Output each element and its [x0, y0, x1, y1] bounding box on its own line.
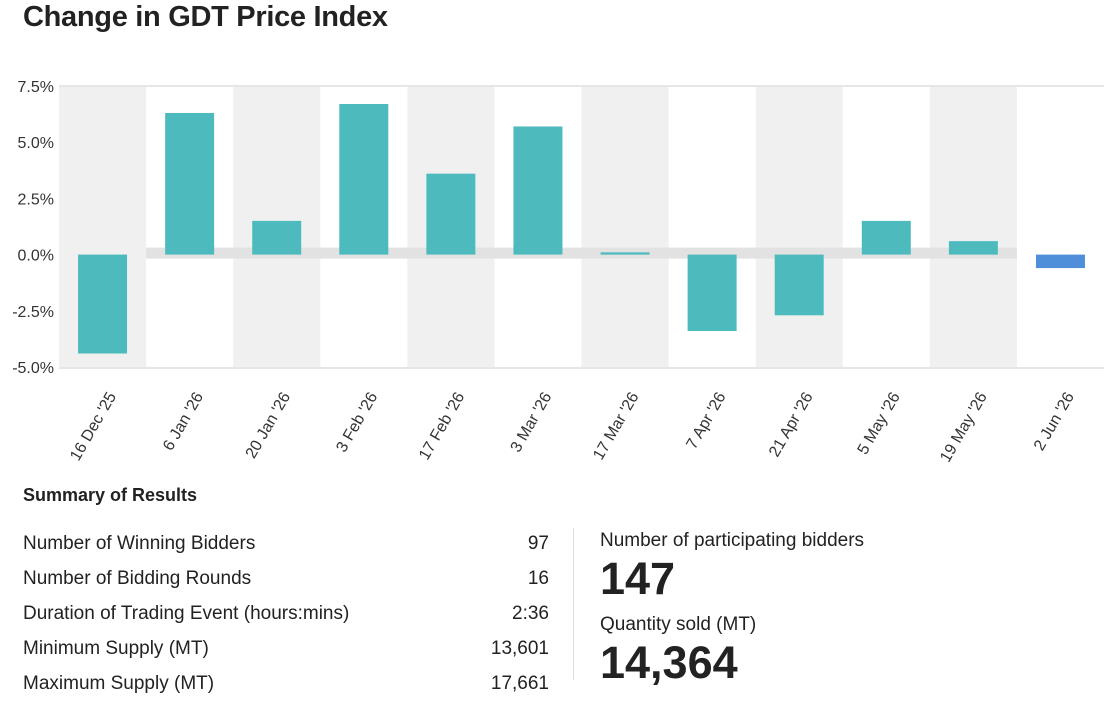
x-tick-label: 2 Jun '26 — [1031, 389, 1078, 453]
bar — [339, 103, 389, 255]
bar — [687, 254, 737, 332]
stat-value: 16 — [527, 567, 549, 589]
stat-row-duration: Duration of Trading Event (hours:mins) 2… — [23, 596, 549, 631]
x-tick-label: 16 Dec '25 — [67, 389, 120, 463]
bar — [78, 254, 128, 354]
x-tick-label: 7 Apr '26 — [684, 389, 730, 452]
stat-row-minimum-supply: Minimum Supply (MT) 13,601 — [23, 631, 549, 666]
stat-value: 13,601 — [490, 637, 549, 659]
bar — [948, 241, 998, 255]
x-tick-label: 20 Jan '26 — [243, 389, 294, 461]
stat-label: Minimum Supply (MT) — [23, 637, 209, 659]
stat-label: Number of Winning Bidders — [23, 532, 256, 554]
bar — [165, 112, 215, 255]
column-band — [581, 86, 669, 367]
summary-stats: Number of Winning Bidders 97 Number of B… — [23, 526, 549, 701]
column-band — [929, 86, 1017, 367]
x-tick-label: 19 May '26 — [937, 389, 991, 465]
y-tick-label: 0.0% — [18, 248, 54, 265]
bar — [252, 220, 302, 255]
stat-row-maximum-supply: Maximum Supply (MT) 17,661 — [23, 666, 549, 701]
x-tick-label: 3 Mar '26 — [508, 389, 556, 455]
summary-title: Summary of Results — [23, 485, 198, 505]
x-tick-label: 21 Apr '26 — [766, 389, 817, 460]
price-index-chart: 7.5% 5.0% 2.5% 0.0% -2.5% -5.0% 16 Dec '25 6 Ja… — [12, 79, 1104, 465]
participating-bidders-value: 147 — [600, 553, 676, 604]
stat-value: 17,661 — [490, 672, 549, 694]
bar — [600, 252, 650, 255]
stat-value: 2:36 — [512, 602, 549, 624]
x-tick-label: 17 Feb '26 — [416, 389, 468, 463]
bar — [861, 220, 911, 255]
quantity-sold-label: Quantity sold (MT) — [600, 614, 757, 635]
x-tick-label: 3 Feb '26 — [333, 389, 381, 455]
x-tick-label: 6 Jan '26 — [160, 389, 207, 453]
stat-label: Maximum Supply (MT) — [23, 672, 215, 694]
quantity-sold-kpi: Quantity sold (MT) 14,364 — [600, 614, 756, 685]
participating-bidders-label: Number of participating bidders — [600, 530, 865, 551]
y-tick-label: -5.0% — [12, 360, 54, 377]
zero-line-band — [146, 247, 1017, 259]
y-tick-label: -2.5% — [12, 304, 54, 321]
x-tick-label: 5 May '26 — [855, 389, 904, 457]
stat-label: Number of Bidding Rounds — [23, 567, 252, 589]
bar — [513, 126, 563, 255]
summary-divider — [573, 528, 574, 680]
column-band — [755, 86, 843, 367]
bar — [426, 173, 476, 255]
page-title: Change in GDT Price Index — [23, 1, 388, 33]
stat-value: 97 — [527, 532, 549, 554]
stat-row-winning-bidders: Number of Winning Bidders 97 — [23, 526, 549, 561]
x-tick-label: 17 Mar '26 — [590, 389, 642, 463]
y-tick-label: 5.0% — [18, 135, 54, 152]
bar — [1035, 254, 1085, 269]
y-tick-label: 2.5% — [18, 191, 54, 208]
stat-label: Duration of Trading Event (hours:mins) — [23, 602, 350, 624]
quantity-sold-value: 14,364 — [600, 637, 738, 688]
participating-bidders-kpi: Number of participating bidders 147 — [600, 530, 864, 601]
bar — [774, 254, 824, 316]
y-tick-label: 7.5% — [18, 79, 54, 96]
stat-row-bidding-rounds: Number of Bidding Rounds 16 — [23, 561, 549, 596]
